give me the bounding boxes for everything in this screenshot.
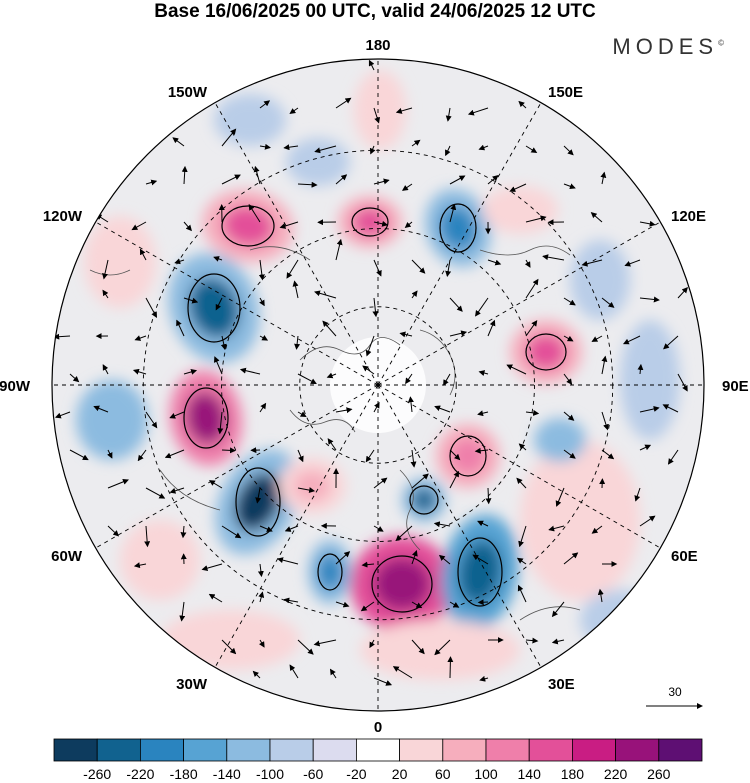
colorbar-tick-label: 220 xyxy=(604,766,628,782)
colorbar-segment xyxy=(53,738,98,762)
colorbar-segment xyxy=(139,738,184,762)
reference-vector-label: 30 xyxy=(668,685,682,699)
colorbar-tick-label: -260 xyxy=(83,766,111,782)
lon-label-120e: 120E xyxy=(671,208,706,225)
colorbar-tick-label: -60 xyxy=(303,766,323,782)
colorbar-tick-label: 100 xyxy=(474,766,498,782)
colorbar-tick-label: 140 xyxy=(518,766,542,782)
brand-logo: MODES© xyxy=(612,34,724,60)
colorbar-segment xyxy=(269,738,314,762)
map-title: Base 16/06/2025 00 UTC, valid 24/06/2025… xyxy=(154,1,596,22)
colorbar-tick-label: 60 xyxy=(435,766,451,782)
lon-label-90e: 90E xyxy=(722,378,749,395)
brand-mark: © xyxy=(718,38,724,48)
colorbar-tick-label: 180 xyxy=(561,766,585,782)
colorbar-segment xyxy=(528,738,573,762)
lon-label-30e: 30E xyxy=(548,676,575,693)
colorbar-segment xyxy=(442,738,487,762)
colorbar: -260 -220 -180 -140 -100 -60 -20 20 60 100 140 180 2… xyxy=(53,738,703,782)
colorbar-segment xyxy=(615,738,660,762)
colorbar-tick-label: -20 xyxy=(346,766,366,782)
colorbar-tick-label: 260 xyxy=(647,766,671,782)
lon-label-30w: 30W xyxy=(176,676,208,693)
colorbar-segment xyxy=(312,738,357,762)
colorbar-segment xyxy=(658,738,703,762)
colorbar-tick-label: -180 xyxy=(170,766,198,782)
coastlines xyxy=(89,245,581,621)
brand-text: MODES xyxy=(612,34,719,59)
colorbar-segment xyxy=(183,738,228,762)
lon-label-120w: 120W xyxy=(43,208,83,225)
colorbar-segment xyxy=(485,738,530,762)
colorbar-segment xyxy=(96,738,141,762)
colorbar-tick-label: -140 xyxy=(213,766,241,782)
anomaly-field xyxy=(52,59,704,711)
lon-label-150e: 150E xyxy=(548,84,583,101)
colorbar-segment xyxy=(572,738,617,762)
colorbar-segment xyxy=(226,738,271,762)
reference-vector: 30 xyxy=(646,685,703,709)
lon-label-150w: 150W xyxy=(168,84,208,101)
colorbar-segment xyxy=(355,738,400,762)
lon-label-0: 0 xyxy=(374,719,382,736)
colorbar-segment xyxy=(399,738,444,762)
lon-label-180: 180 xyxy=(365,37,390,54)
map-border xyxy=(51,58,705,712)
colorbar-tick-label: 20 xyxy=(392,766,408,782)
lon-label-90w: 90W xyxy=(0,378,31,395)
graticule xyxy=(52,59,704,711)
colorbar-tick-label: -100 xyxy=(256,766,284,782)
wind-vectors xyxy=(53,59,688,686)
lon-label-60e: 60E xyxy=(671,548,698,565)
lon-label-60w: 60W xyxy=(51,548,83,565)
colorbar-tick-label: -220 xyxy=(126,766,154,782)
contour-lines xyxy=(183,203,567,613)
